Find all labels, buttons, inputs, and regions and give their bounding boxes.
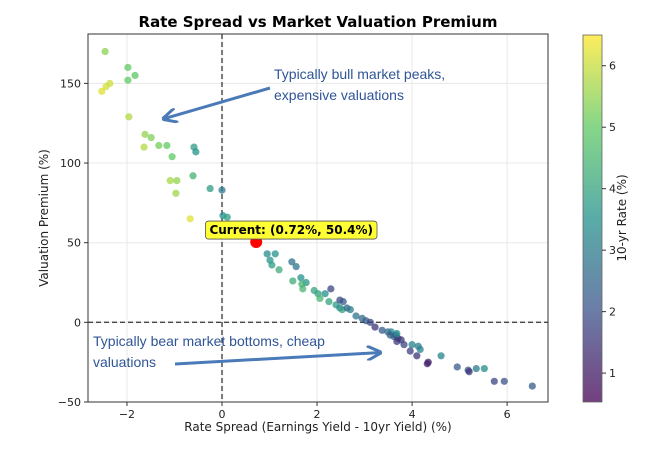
plot-frame xyxy=(87,33,549,403)
data-point xyxy=(408,341,416,349)
data-point xyxy=(316,294,324,303)
data-point xyxy=(352,312,360,320)
data-point xyxy=(166,176,174,185)
data-point xyxy=(472,364,480,373)
data-point xyxy=(325,298,333,306)
x-axis-label: Rate Spread (Earnings Yield - 10yr Yield… xyxy=(184,420,451,434)
data-point xyxy=(528,382,536,390)
annotation-arrow xyxy=(165,86,271,118)
x-tick-label: 0 xyxy=(219,408,226,421)
data-point xyxy=(423,360,431,368)
colorbar-tick-label: 5 xyxy=(609,121,616,134)
colorbar-ticks: 1 2 3 4 5 6 xyxy=(602,60,616,380)
data-point xyxy=(124,63,132,72)
data-point xyxy=(289,277,297,285)
data-point xyxy=(437,352,445,360)
y-axis-label: Valuation Premium (%) xyxy=(37,149,51,287)
y-tick-label: 0 xyxy=(74,316,81,329)
data-point xyxy=(163,141,171,150)
colorbar-label: 10-yr Rate (%) xyxy=(615,174,629,261)
y-tick-label: −50 xyxy=(58,396,81,409)
y-tick-label: 100 xyxy=(60,157,81,170)
x-tick-label: 6 xyxy=(504,408,511,421)
data-point xyxy=(371,323,379,331)
colorbar-tick-label: 4 xyxy=(609,183,616,196)
data-point xyxy=(292,262,300,271)
annotations: Current: (0.72%, 50.4%) Typically bull ma… xyxy=(93,66,445,370)
data-point xyxy=(416,345,424,354)
data-point xyxy=(192,148,200,156)
data-point xyxy=(327,285,335,293)
data-point xyxy=(206,184,214,193)
colorbar-tick-label: 2 xyxy=(609,306,616,319)
data-point xyxy=(453,363,461,371)
annotation-text: valuations xyxy=(93,354,156,370)
colorbar-tick-label: 1 xyxy=(609,367,616,380)
y-ticks: −50 0 50 100 150 xyxy=(58,77,88,409)
data-point xyxy=(413,352,421,360)
colorbar xyxy=(582,34,603,403)
data-point xyxy=(406,347,414,355)
data-point xyxy=(101,47,109,56)
data-point xyxy=(140,143,148,151)
data-point xyxy=(400,341,408,349)
data-point xyxy=(297,274,305,282)
data-point xyxy=(155,141,163,150)
data-point xyxy=(172,189,180,197)
x-ticks: −2 0 2 4 6 xyxy=(119,402,511,421)
data-point xyxy=(393,329,401,338)
data-point xyxy=(168,153,176,161)
x-tick-label: 2 xyxy=(314,408,321,421)
annotation-text: expensive valuations xyxy=(274,87,404,103)
data-point xyxy=(223,213,231,221)
current-label: Current: (0.72%, 50.4%) xyxy=(209,223,373,237)
y-tick-label: 150 xyxy=(60,77,81,90)
data-point xyxy=(321,290,329,298)
data-point xyxy=(339,298,347,306)
colorbar-tick-label: 3 xyxy=(609,244,616,257)
data-point xyxy=(465,368,473,376)
data-point xyxy=(298,280,306,288)
annotation-arrow xyxy=(174,353,379,366)
data-point xyxy=(125,113,133,121)
data-point xyxy=(500,377,508,385)
data-point xyxy=(490,377,498,385)
data-point xyxy=(106,79,114,87)
data-point xyxy=(393,337,401,346)
data-point xyxy=(268,261,276,269)
data-point xyxy=(288,258,296,266)
data-point xyxy=(141,130,149,138)
x-tick-label: 4 xyxy=(409,408,416,421)
data-point xyxy=(378,326,386,334)
data-point xyxy=(147,133,155,142)
data-point xyxy=(173,176,181,185)
data-point xyxy=(98,87,106,95)
x-tick-label: −2 xyxy=(119,408,135,421)
data-point xyxy=(218,186,226,194)
data-point xyxy=(346,306,354,314)
chart-title: Rate Spread vs Market Valuation Premium xyxy=(139,13,498,31)
data-point xyxy=(131,71,139,80)
data-point xyxy=(263,250,271,258)
current-label-box xyxy=(205,220,378,240)
data-point xyxy=(480,364,488,373)
data-point xyxy=(275,266,283,274)
data-point xyxy=(271,250,279,258)
colorbar-tick-label: 6 xyxy=(609,60,616,73)
data-point xyxy=(186,215,194,223)
y-tick-label: 50 xyxy=(67,237,81,250)
annotation-text: Typically bull market peaks, xyxy=(274,66,445,82)
data-point xyxy=(366,318,374,326)
data-point xyxy=(124,76,132,84)
annotation-text: Typically bear market bottoms, cheap xyxy=(93,333,325,349)
data-point xyxy=(189,172,197,180)
